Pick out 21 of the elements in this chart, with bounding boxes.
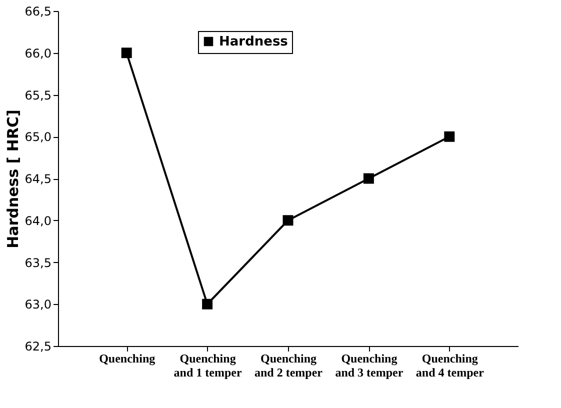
legend-label: Hardness — [219, 34, 288, 50]
point — [444, 131, 455, 142]
x-tick-label: Quenching and 1 temper — [174, 352, 242, 380]
point — [202, 298, 213, 310]
y-tick-label: 66,5 — [24, 4, 52, 18]
x-tick-label: Quenching and 3 temper — [335, 352, 404, 380]
y-tick-label: 65,5 — [24, 88, 52, 102]
x-tick-label: Quenching — [99, 352, 156, 366]
y-tick-label: 63,0 — [24, 298, 52, 312]
y-axis-title: Hardness [ HRC] — [4, 110, 22, 248]
y-tick-label: 65,0 — [24, 130, 52, 144]
point — [121, 48, 132, 58]
y-tick-label: 66,0 — [24, 46, 52, 60]
y-tick-label: 62,5 — [24, 340, 52, 354]
y-tick-label: 63,5 — [24, 256, 52, 270]
y-tick-label: 64,0 — [24, 214, 52, 228]
y-tick-label: 64,5 — [24, 172, 52, 186]
x-tick-label: Quenching and 2 temper — [254, 352, 324, 380]
point — [282, 215, 294, 226]
x-tick-label: Quenching and 4 temper — [416, 352, 485, 380]
point — [363, 173, 374, 184]
